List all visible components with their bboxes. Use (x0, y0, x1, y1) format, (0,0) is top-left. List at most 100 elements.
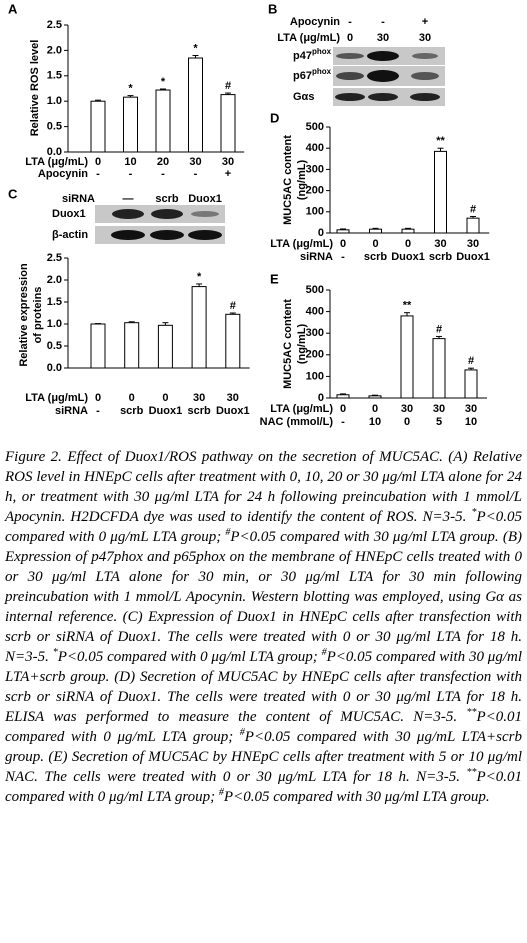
x-tick-label: 0 (404, 416, 410, 428)
blot-lane-label: 30 (419, 32, 431, 44)
caption-superscript: # (239, 727, 245, 738)
panel-letter: C (8, 186, 18, 201)
x-tick-label: scrb (429, 251, 453, 263)
row-label: Apocynin (38, 168, 88, 180)
caption-text: Figure 2. Effect of Duox1/ROS pathway on… (5, 449, 522, 525)
caption-text: P<0.05 compared with 0 μg/ml LTA group; (57, 649, 322, 665)
x-tick-label: 0 (95, 156, 101, 168)
annotation: * (128, 83, 133, 95)
caption-text: P<0.05 compared with 30 μg/mL LTA+scrb g… (5, 729, 522, 785)
x-tick-label: - (96, 168, 100, 180)
y-tick-label: 0 (318, 392, 324, 404)
y-tick-label: 200 (306, 185, 324, 197)
annotation: * (161, 76, 166, 88)
x-tick-label: 0 (95, 392, 101, 404)
row-label: LTA (μg/mL) (25, 392, 88, 404)
panel-letter: A (8, 1, 18, 16)
y-tick-label: 400 (306, 306, 324, 318)
bar (336, 394, 350, 399)
blot-band-label: Duox1 (52, 208, 86, 220)
band-name: β-actin (52, 229, 88, 241)
bar (466, 217, 480, 234)
band-sup: phox (312, 47, 332, 56)
x-tick-label: 30 (189, 156, 201, 168)
y-axis-label: MUC5AC content (282, 135, 294, 225)
caption-superscript: ** (466, 767, 477, 778)
caption-text: P<0.05 compared with 0 μg/mL LTA group; (5, 509, 522, 545)
caption-superscript: ** (466, 707, 477, 718)
blot-lane-label: scrb (155, 193, 179, 205)
y-tick-label: 500 (306, 121, 324, 133)
x-tick-label: Duox1 (391, 251, 425, 263)
caption-superscript: # (225, 527, 231, 538)
x-tick-label: - (96, 405, 100, 417)
caption-superscript: * (52, 647, 58, 658)
x-tick-label: Duox1 (149, 405, 183, 417)
blot-header-label: LTA (μg/mL) (277, 32, 340, 44)
bar (155, 89, 171, 153)
bar (368, 395, 382, 399)
blot-b (333, 47, 445, 106)
band-name: p47 (293, 50, 312, 62)
annotation: # (230, 300, 236, 312)
caption-text: P<0.01 compared with 0 μg/mL LTA group; (5, 709, 522, 745)
row-label: LTA (μg/mL) (270, 238, 333, 250)
y-tick-label: 0.5 (47, 340, 62, 352)
caption-superscript: # (218, 787, 224, 798)
x-tick-label: Duox1 (216, 405, 250, 417)
annotation: # (468, 355, 474, 367)
bar (434, 150, 447, 234)
blot-lane-label: 30 (377, 32, 389, 44)
band-sup: phox (312, 67, 332, 76)
blot-band-label: p47phox (293, 47, 332, 62)
row-label: siRNA (300, 251, 333, 263)
x-tick-label: 20 (157, 156, 169, 168)
y-tick-label: 2.0 (47, 44, 62, 56)
blot-lane-label: - (348, 16, 352, 28)
bar (400, 315, 414, 399)
bar (464, 369, 478, 399)
bar (369, 228, 382, 234)
panel-letter: B (268, 1, 277, 16)
x-tick-label: 0 (340, 238, 346, 250)
bar (90, 100, 106, 153)
annotation: ** (403, 300, 412, 312)
caption-text: P<0.05 compared with 30 μg/ml LTA group.… (5, 529, 522, 665)
y-tick-label: 500 (306, 284, 324, 296)
caption-text: P<0.05 compared with 30 μg/ml LTA group. (223, 789, 490, 805)
y-tick-label: 2.5 (47, 252, 62, 264)
y-tick-label: 0.5 (47, 121, 62, 133)
x-tick-label: 30 (222, 156, 234, 168)
y-tick-label: 400 (306, 142, 324, 154)
blot-band-label: p67phox (293, 67, 332, 82)
y-tick-label: 300 (306, 163, 324, 175)
bar (90, 323, 106, 369)
bar (432, 338, 446, 399)
annotation: # (225, 80, 231, 92)
annotation: * (197, 271, 202, 283)
y-tick-label: 1.5 (47, 70, 62, 82)
x-tick-label: 30 (227, 392, 239, 404)
y-axis-label: (ng/mL) (296, 324, 308, 365)
x-tick-label: - (194, 168, 198, 180)
x-tick-label: 10 (124, 156, 136, 168)
y-tick-label: 2.0 (47, 274, 62, 286)
x-tick-label: 30 (433, 403, 445, 415)
y-tick-label: 200 (306, 349, 324, 361)
bar (225, 313, 241, 369)
x-tick-label: 0 (372, 403, 378, 415)
x-tick-label: 30 (434, 238, 446, 250)
band-name: p67 (293, 70, 312, 82)
y-axis-label: Relative expression (18, 263, 30, 367)
blot-band-label: β-actin (52, 229, 88, 241)
row-label: LTA (μg/mL) (25, 156, 88, 168)
x-tick-label: 0 (405, 238, 411, 250)
blot-header-label: Apocynin (290, 16, 340, 28)
y-tick-label: 0.0 (47, 362, 62, 374)
band-name: Duox1 (52, 208, 86, 220)
bar (188, 57, 203, 153)
x-tick-label: - (129, 168, 133, 180)
y-tick-label: 0.0 (47, 146, 62, 158)
